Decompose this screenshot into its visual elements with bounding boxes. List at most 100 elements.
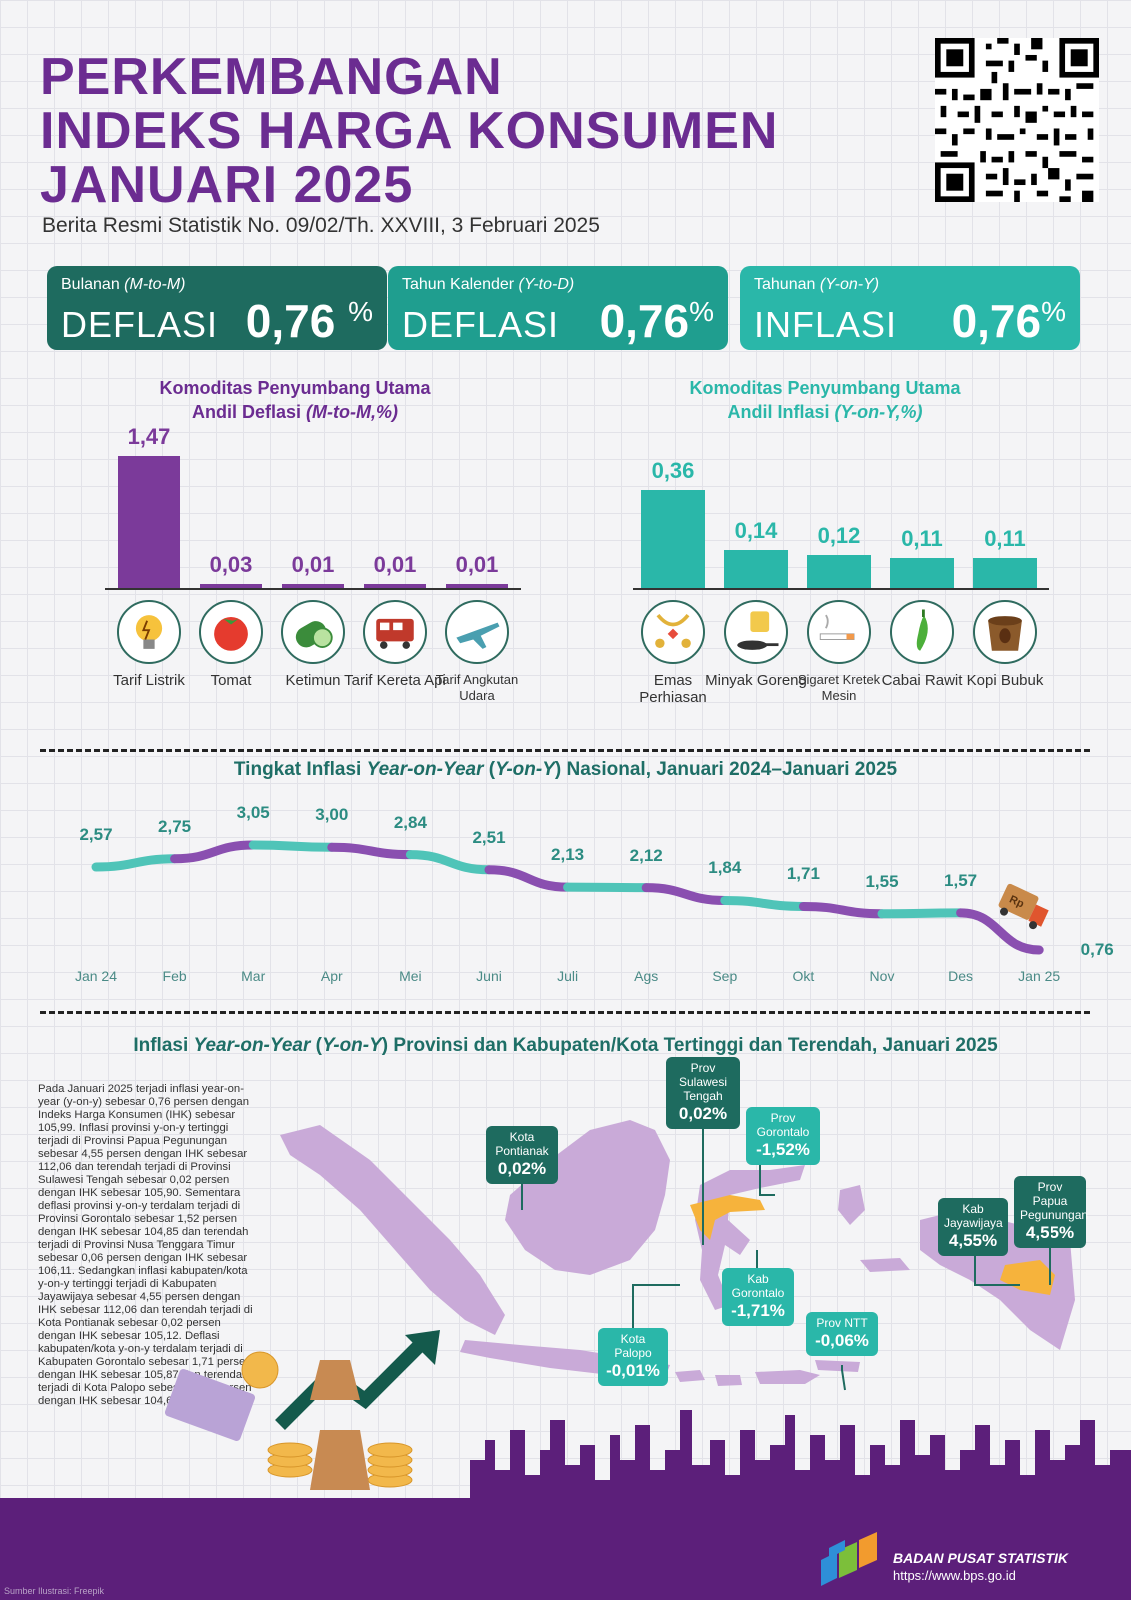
callout-kab-jayawijaya: Kab Jayawijaya 4,55% — [938, 1198, 1008, 1256]
city-skyline — [470, 1410, 1131, 1500]
inflasi-bar-value: 0,12 — [817, 523, 861, 549]
cigarette-icon — [807, 600, 871, 664]
line-segment — [877, 908, 966, 919]
kpi-value: 0,76 % — [245, 295, 373, 347]
month-label: Des — [948, 968, 974, 984]
callout-prov-sulawesi-tengah: Prov Sulawesi Tengah 0,02% — [666, 1057, 740, 1129]
line-chart-title: Tingkat Inflasi Year-on-Year (Y-on-Y) Na… — [233, 759, 898, 780]
deflasi-item-label: Tarif Angkutan Udara — [435, 672, 519, 703]
line-segment — [405, 850, 494, 875]
deflasi-bar-value: 0,01 — [455, 552, 499, 577]
line-segment — [798, 901, 887, 919]
line-point-label: 3,00 — [315, 805, 349, 825]
divider — [40, 749, 1090, 752]
line-point-label: 2,75 — [158, 816, 192, 836]
line-point-label: 2,51 — [472, 827, 506, 847]
month-label: Jan 25 — [1018, 968, 1061, 984]
month-label: Mei — [399, 968, 422, 984]
bps-logo-icon[interactable] — [817, 1530, 883, 1586]
deflasi-item-label: Tarif Listrik — [113, 672, 185, 689]
kpi-tahunan: Tahunan (Y-on-Y) INFLASI 0,76% — [740, 266, 1080, 350]
deflasi-bar — [200, 584, 262, 588]
kpi-label: Bulanan (M-to-M) — [61, 276, 186, 293]
inflasi-bar-value: 0,11 — [984, 526, 1026, 552]
kpi-tahun-kalender: Tahun Kalender (Y-to-D) DEFLASI 0,76% — [388, 266, 728, 350]
deflasi-bar-value: 1,47 — [127, 424, 171, 449]
inflasi-bar-value: 0,36 — [651, 458, 695, 483]
month-label: Mar — [241, 968, 266, 984]
inflasi-bar — [807, 555, 871, 588]
deflasi-baseline — [105, 588, 521, 590]
provinsi-title: Inflasi Year-on-Year (Y-on-Y) Provinsi d… — [133, 1035, 998, 1056]
callout-kota-palopo: Kota Palopo -0,01% — [598, 1328, 668, 1386]
line-point-label: 2,84 — [393, 812, 427, 832]
page-title: PERKEMBANGAN INDEKS HARGA KONSUMEN JANUA… — [40, 50, 920, 212]
qr-code-icon[interactable] — [935, 38, 1099, 202]
month-label: Ags — [634, 968, 659, 984]
inflasi-bar — [890, 558, 954, 588]
callout-connectors — [521, 1123, 1051, 1391]
jewelry-icon — [641, 600, 705, 664]
line-segment — [641, 883, 730, 905]
line-point-label: 1,84 — [708, 858, 742, 878]
inflasi-title: Komoditas Penyumbang Utama Andil Inflasi… — [689, 378, 961, 422]
inflasi-bar — [724, 549, 788, 588]
inflasi-bar-value: 0,11 — [901, 526, 943, 552]
line-segment — [248, 840, 337, 852]
line-segment — [327, 842, 415, 860]
train-icon — [363, 600, 427, 664]
title-line-2: INDEKS HARGA KONSUMEN — [40, 102, 779, 160]
inflasi-bar — [641, 490, 705, 588]
footer-band — [0, 1498, 1131, 1600]
deflasi-bar — [364, 584, 426, 588]
deflasi-item-label: Tarif Kereta Api — [344, 672, 446, 689]
svg-text:Rp: Rp — [1007, 893, 1026, 910]
callout-kota-pontianak: Kota Pontianak 0,02% — [486, 1126, 558, 1184]
line-point-label: 2,12 — [629, 845, 663, 865]
deflasi-title: Komoditas Penyumbang Utama Andil Deflasi… — [159, 378, 431, 422]
deflasi-item-label: Ketimun — [285, 672, 341, 689]
line-point-label: 2,57 — [79, 825, 113, 844]
line-chart: Rp — [91, 840, 1049, 955]
kpi-type: INFLASI — [754, 304, 898, 345]
divider — [40, 1011, 1090, 1014]
month-label: Nov — [869, 968, 895, 984]
title-line-1: PERKEMBANGAN — [40, 48, 503, 106]
line-segment — [720, 895, 808, 911]
image-source: Sumber Ilustrasi: Freepik — [4, 1586, 105, 1596]
inflasi-item-label: Minyak Goreng — [705, 672, 807, 689]
truck-icon: Rp — [998, 883, 1049, 930]
inflasi-bar — [973, 558, 1037, 588]
month-label: Apr — [320, 968, 343, 984]
callout-kab-gorontalo: Kab Gorontalo -1,71% — [722, 1268, 794, 1326]
kpi-label: Tahunan (Y-on-Y) — [754, 276, 880, 293]
line-point-label: 1,57 — [944, 870, 978, 890]
kpi-label: Tahun Kalender (Y-to-D) — [402, 276, 575, 293]
month-label: Sep — [712, 968, 738, 984]
kpi-type: DEFLASI — [61, 304, 219, 345]
bps-url[interactable]: https://www.bps.go.id — [893, 1568, 1016, 1583]
line-point-label: 1,71 — [786, 864, 820, 884]
coins-illustration — [164, 1330, 440, 1490]
line-segment — [170, 840, 258, 864]
kpi-value: 0,76% — [599, 295, 714, 347]
callout-prov-gorontalo: Prov Gorontalo -1,52% — [746, 1107, 820, 1165]
inflasi-bar-value: 0,14 — [734, 517, 778, 543]
deflasi-bar-value: 0,01 — [291, 552, 335, 577]
inflasi-item-label: Sigaret Kretek Mesin — [797, 672, 881, 703]
kpi-value: 0,76% — [951, 295, 1066, 347]
month-label: Juli — [557, 968, 579, 984]
title-line-3: JANUARI 2025 — [40, 156, 414, 214]
coffee-icon — [973, 600, 1037, 664]
chili-icon — [890, 600, 954, 664]
page-subtitle: Berita Resmi Statistik No. 09/02/Th. XXV… — [42, 214, 600, 237]
month-label: Jan 24 — [74, 968, 118, 984]
deflasi-item-label: Tomat — [210, 672, 252, 689]
line-segment — [956, 908, 1044, 955]
tomato-icon — [199, 600, 263, 664]
kpi-bulanan: Bulanan (M-to-M) DEFLASI 0,76 % — [47, 266, 387, 350]
deflasi-bar-value: 0,03 — [209, 552, 253, 577]
deflasi-bar — [282, 584, 344, 588]
kpi-type: DEFLASI — [402, 304, 560, 345]
airplane-icon — [445, 600, 509, 664]
